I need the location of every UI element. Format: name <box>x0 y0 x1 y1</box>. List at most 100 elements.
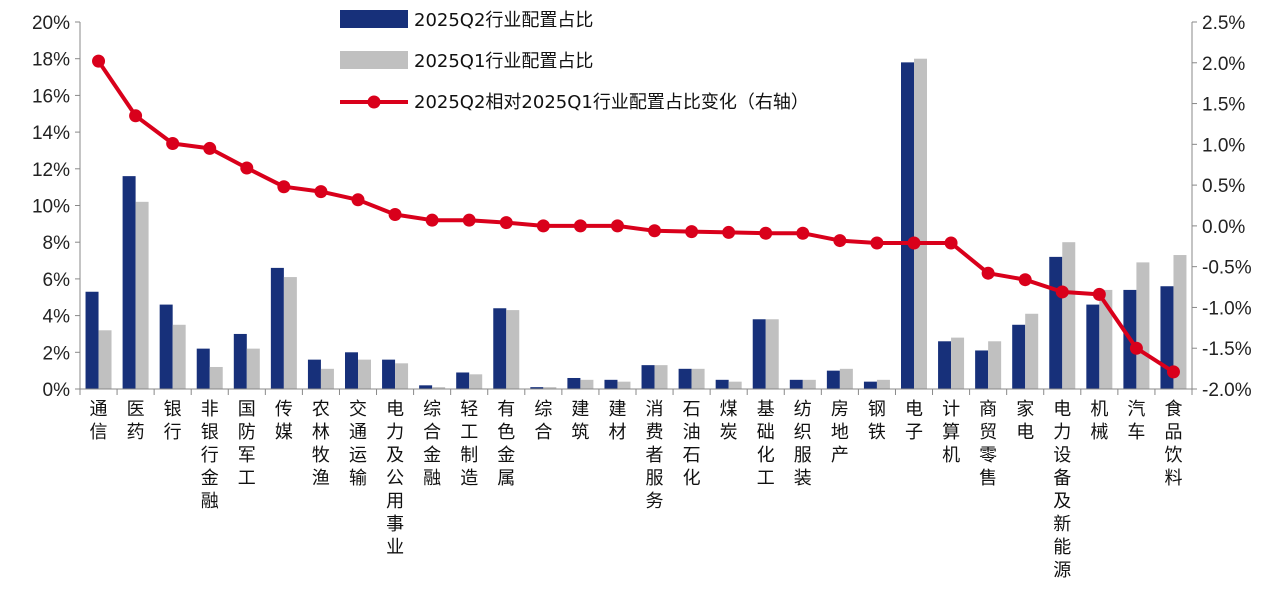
legend-label-change: 2025Q2相对2025Q1行业配置占比变化（右轴） <box>414 92 809 113</box>
y-left-tick-label: 18% <box>32 50 70 71</box>
bar-2025q2 <box>752 319 766 389</box>
bars-layer <box>85 58 1187 390</box>
category-label: 电力设备及新能源 <box>1053 399 1071 581</box>
y-right-tick-label: 0.0% <box>1202 217 1245 238</box>
bar-2025q2 <box>826 370 840 389</box>
category-label: 交通运输 <box>349 399 367 489</box>
category-label: 汽车 <box>1127 399 1145 443</box>
bar-2025q2 <box>604 379 618 389</box>
bar-2025q1 <box>765 319 779 389</box>
category-label: 通信 <box>90 399 108 443</box>
y-left-tick-label: 2% <box>43 343 71 364</box>
bar-2025q1 <box>172 324 186 389</box>
change-point <box>536 219 550 233</box>
category-label: 石油石化 <box>683 399 701 489</box>
y-left-tick-label: 0% <box>43 380 71 401</box>
bar-2025q1 <box>691 368 705 389</box>
bar-2025q2 <box>85 291 99 389</box>
change-point <box>351 193 365 207</box>
change-line-layer <box>92 54 1180 379</box>
y-left-tick-label: 4% <box>43 307 71 328</box>
category-label: 建筑 <box>571 399 589 443</box>
bar-2025q2 <box>270 267 284 389</box>
bar-2025q2 <box>1086 304 1100 389</box>
bar-2025q1 <box>283 277 297 389</box>
y-left-tick-label: 8% <box>43 233 71 254</box>
change-point <box>462 213 476 227</box>
change-point <box>425 213 439 227</box>
bar-2025q2 <box>938 341 952 389</box>
category-label: 传媒 <box>275 399 293 443</box>
bar-2025q2 <box>975 350 989 389</box>
bar-2025q1 <box>580 379 594 389</box>
change-point <box>1055 285 1069 299</box>
category-label: 银行 <box>164 399 182 443</box>
category-label: 消费者服务 <box>646 399 664 512</box>
bar-2025q2 <box>307 359 321 389</box>
legend-swatch-2025q2 <box>340 10 408 28</box>
bar-2025q1 <box>876 379 890 389</box>
bar-2025q2 <box>641 365 655 389</box>
change-point <box>203 141 217 155</box>
bar-2025q2 <box>1049 256 1063 389</box>
bar-2025q1 <box>320 368 334 389</box>
axes-layer <box>75 21 1197 395</box>
y-right-tick-label: 1.5% <box>1202 95 1245 116</box>
bar-2025q2 <box>419 385 433 389</box>
change-point <box>166 137 180 151</box>
change-point <box>833 234 847 248</box>
bar-2025q1 <box>469 374 483 389</box>
change-point <box>1018 273 1032 287</box>
bar-2025q2 <box>1012 324 1026 389</box>
category-label: 纺织服装 <box>794 399 812 489</box>
bar-2025q2 <box>345 352 358 389</box>
bar-2025q1 <box>432 387 446 389</box>
change-point <box>499 216 513 230</box>
bar-2025q1 <box>1099 289 1113 389</box>
y-right-tick-label: -0.5% <box>1202 258 1252 279</box>
change-point <box>685 225 699 239</box>
y-right-tick-label: 2.0% <box>1202 54 1245 75</box>
category-label: 有色金属 <box>497 399 515 489</box>
change-point <box>907 236 921 250</box>
bar-2025q1 <box>617 381 631 389</box>
change-point <box>129 109 143 123</box>
bar-2025q2 <box>233 333 247 389</box>
y-left-tick-label: 14% <box>32 123 70 144</box>
change-point <box>722 225 736 239</box>
labels-layer: 0% 2% 4% 6% 8% 10% 12% 14% 16% 18% 20% -2.0% -1.5% -1… <box>32 13 1252 581</box>
category-label: 轻工制造 <box>460 399 478 489</box>
bar-2025q2 <box>456 372 470 389</box>
category-label: 非银行金融 <box>201 399 219 512</box>
bar-2025q1 <box>654 365 668 389</box>
category-label: 医药 <box>127 399 145 443</box>
bar-2025q1 <box>246 348 260 389</box>
bar-2025q2 <box>567 377 581 389</box>
y-left-tick-label: 16% <box>32 86 70 107</box>
category-label: 商贸零售 <box>979 399 997 489</box>
change-point <box>388 207 402 221</box>
bar-2025q2 <box>159 304 173 389</box>
bar-2025q2 <box>493 308 507 389</box>
bar-2025q1 <box>209 366 223 389</box>
bar-2025q1 <box>951 337 965 389</box>
y-left-tick-label: 20% <box>32 13 70 34</box>
bar-2025q1 <box>988 341 1002 389</box>
category-label: 钢铁 <box>868 399 886 443</box>
category-label: 综合金融 <box>423 399 441 489</box>
y-right-tick-label: 2.5% <box>1202 13 1245 34</box>
bar-2025q1 <box>839 368 853 389</box>
bar-2025q1 <box>506 310 520 389</box>
y-right-tick-label: -1.0% <box>1202 298 1252 319</box>
category-label: 综合 <box>534 399 552 443</box>
change-point <box>314 185 328 199</box>
bar-2025q1 <box>98 330 112 389</box>
bar-2025q2 <box>122 176 136 389</box>
change-point <box>981 266 995 280</box>
category-label: 机械 <box>1090 399 1108 443</box>
bar-2025q1 <box>358 359 371 389</box>
y-right-tick-label: -1.5% <box>1202 339 1252 360</box>
change-point <box>1166 365 1180 379</box>
bar-2025q2 <box>382 359 396 389</box>
